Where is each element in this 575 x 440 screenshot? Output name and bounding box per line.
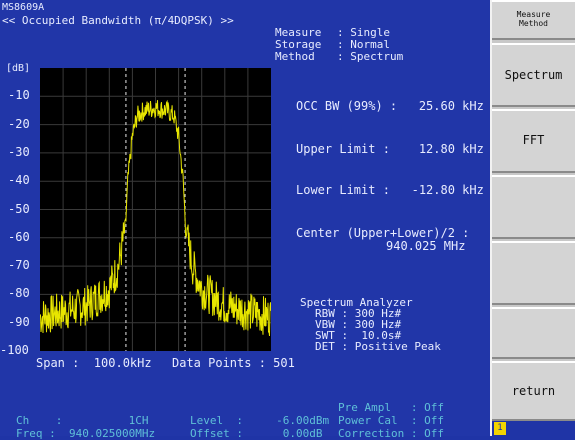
y-axis-unit: [dB] <box>6 63 31 74</box>
measurement-title: << Occupied Bandwidth (π/4DQPSK) >> <box>2 14 234 27</box>
analyzer-panel: Spectrum Analyzer RBW : 300 Hz# VBW : 300 … <box>300 297 441 352</box>
storage-value: : Normal <box>337 38 390 51</box>
storage-setting: Storage : Normal <box>275 39 390 51</box>
det-value: DET : Positive Peak <box>315 340 441 353</box>
spectrum-softkey[interactable]: Spectrum <box>492 43 575 107</box>
y-tick-label: -90 <box>8 314 30 329</box>
y-tick-label: -60 <box>8 229 30 244</box>
y-tick-label: -50 <box>8 201 30 216</box>
return-softkey[interactable]: return <box>492 361 575 421</box>
upper-limit-result: Upper Limit : 12.80 kHz <box>296 142 484 156</box>
channel-status: Ch : 1CH <box>16 414 149 427</box>
y-tick-label: -20 <box>8 116 30 131</box>
y-tick-label: -10 <box>8 88 30 103</box>
spectrum-chart <box>40 68 271 351</box>
softkey-blank-5[interactable] <box>492 307 575 359</box>
y-tick-label: -70 <box>8 258 30 273</box>
level-status: Level : -6.00dBm <box>190 414 330 427</box>
correction-status: Correction : Off <box>338 427 444 440</box>
method-setting: Method : Spectrum <box>275 51 403 63</box>
analyzer-title: Spectrum Analyzer <box>300 296 413 309</box>
y-tick-label: -80 <box>8 286 30 301</box>
spectrum-trace <box>40 99 271 337</box>
spectrum-plot <box>40 68 271 351</box>
center-label: Center (Upper+Lower)/2 : <box>296 226 470 240</box>
page-indicator: 1 <box>492 421 575 436</box>
y-tick-label: -100 <box>0 343 29 357</box>
method-value: : Spectrum <box>337 50 404 63</box>
fft-softkey[interactable]: FFT <box>492 109 575 173</box>
softkey-blank-3[interactable] <box>492 175 575 239</box>
pre-ampl-status: Pre Ampl : Off <box>338 401 444 414</box>
span-value: Span : 100.0kHz <box>36 356 152 370</box>
softkey-blank-4[interactable] <box>492 241 575 305</box>
method-label: Method <box>275 50 315 63</box>
measure-value: : Single <box>337 26 390 39</box>
power-cal-status: Power Cal : Off <box>338 414 444 427</box>
swt-value: SWT : 10.0s# <box>315 329 402 342</box>
softkey-panel: Measure Method Spectrum FFT return <box>490 0 575 436</box>
vbw-value: VBW : 300 Hz# <box>315 318 402 331</box>
softkey-header: Measure Method <box>492 0 575 40</box>
offset-status: Offset : 0.00dB <box>190 427 323 440</box>
center-value: 940.025 MHz <box>386 239 466 253</box>
occ-bw-result: OCC BW (99%) : 25.60 kHz <box>296 99 484 113</box>
rbw-value: RBW : 300 Hz# <box>315 307 402 320</box>
instrument-screen: MS8609A << Occupied Bandwidth (π/4DQPSK)… <box>0 2 484 440</box>
model-name: MS8609A <box>2 2 45 13</box>
data-points-value: Data Points : 501 <box>172 356 295 370</box>
y-tick-label: -40 <box>8 173 30 188</box>
page-indicator-number: 1 <box>494 422 506 435</box>
y-tick-label: -30 <box>8 144 30 159</box>
measure-setting: Measure : Single <box>275 27 390 39</box>
lower-limit-result: Lower Limit : -12.80 kHz <box>296 183 484 197</box>
measure-label: Measure <box>275 26 322 39</box>
freq-status: Freq : 940.025000MHz <box>16 427 156 440</box>
storage-label: Storage <box>275 38 322 51</box>
